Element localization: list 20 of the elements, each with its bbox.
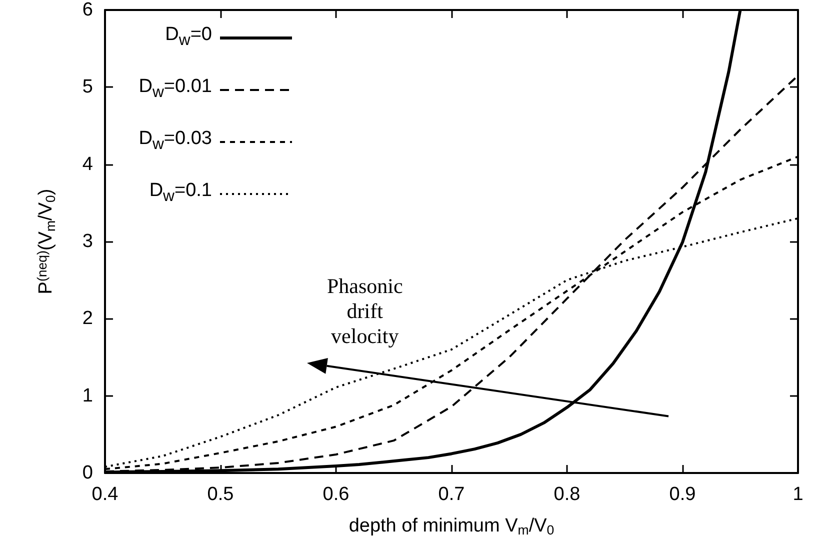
y-tick-label: 6 <box>82 0 93 20</box>
y-axis-title: P(neq)(Vm/V0) <box>34 188 58 294</box>
annotation: Phasonic drift velocity <box>326 274 403 348</box>
y-tick-label: 1 <box>82 385 93 406</box>
x-tick-label: 0.6 <box>322 484 350 505</box>
x-tick-label: 0.4 <box>92 484 119 505</box>
y-tick-label: 4 <box>82 154 94 175</box>
y-tick-label: 0 <box>82 462 93 484</box>
legend-label: D$_{w}$=0.03 <box>138 127 212 155</box>
x-tick-label: 0.7 <box>438 484 465 505</box>
legend-label: D$_{w}$=0 <box>164 23 212 51</box>
legend-label: D$_{w}$=0.1 <box>148 179 212 207</box>
y-tick-label: 5 <box>82 76 93 98</box>
y-tick-label: 2 <box>82 308 93 330</box>
x-tick-label: 0.5 <box>207 484 234 505</box>
x-tick-label: 1 <box>792 484 804 505</box>
legend-label: D$_{w}$=0.01 <box>138 75 212 103</box>
x-tick-label: 0.9 <box>669 484 696 505</box>
x-tick-label: 0.8 <box>554 484 580 505</box>
y-tick-label: 3 <box>82 231 93 252</box>
